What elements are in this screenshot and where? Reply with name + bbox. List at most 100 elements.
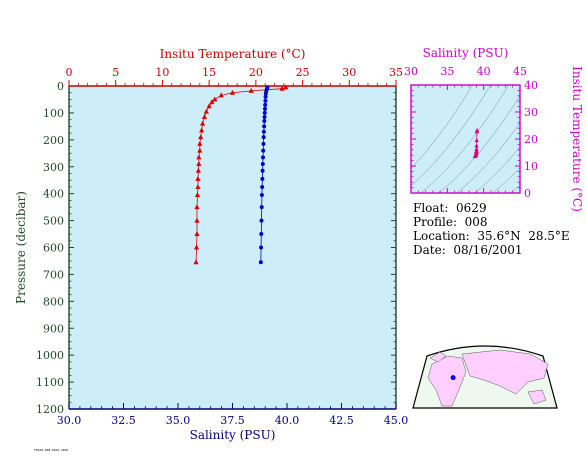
temperature-point — [195, 183, 201, 189]
ts-y-tick-label: 30 — [524, 106, 538, 119]
salinity-point — [263, 102, 268, 107]
temperature-point — [196, 154, 202, 160]
salinity-point — [262, 124, 267, 129]
temperature-tick-label: 10 — [155, 66, 169, 79]
temperature-point — [199, 127, 205, 133]
salinity-point — [261, 129, 266, 134]
ts-point — [474, 128, 480, 134]
temperature-tick-label: 20 — [249, 66, 263, 79]
ts-y-tick-label: 20 — [524, 133, 538, 146]
location: Location: 35.6°N 28.5°E — [413, 229, 570, 243]
salinity-point — [259, 193, 264, 198]
plot-area — [69, 86, 396, 409]
temperature-point — [212, 96, 218, 102]
salinity-point — [261, 141, 266, 146]
salinity-point — [258, 260, 263, 265]
density-contour — [411, 85, 473, 169]
salinity-point — [262, 106, 267, 111]
float-id: Float: 0629 — [413, 201, 487, 215]
pressure-tick-label: 900 — [43, 322, 64, 335]
pressure-tick-label: 0 — [57, 80, 64, 93]
land-asia — [461, 349, 549, 395]
temperature-tick-label: 5 — [112, 66, 119, 79]
salinity-point — [259, 232, 264, 237]
pressure-tick-label: 1200 — [36, 403, 64, 416]
stamp-text: F0629-008-0816-2001 — [34, 448, 69, 452]
temperature-point — [206, 103, 212, 109]
salinity-tick-label: 30.0 — [57, 414, 82, 427]
temperature-point — [194, 231, 200, 237]
salinity-point — [260, 162, 265, 167]
temperature-point — [193, 259, 199, 265]
temperature-point — [196, 161, 202, 167]
salinity-point — [260, 184, 265, 189]
float-location-marker — [450, 375, 456, 381]
temperature-point — [194, 192, 201, 198]
temperature-point — [218, 92, 224, 98]
salinity-point — [263, 94, 268, 99]
salinity-axis-label: Salinity (PSU) — [190, 428, 276, 442]
temperature-point — [209, 99, 215, 105]
pressure-tick-label: 500 — [43, 215, 64, 228]
ts-y-tick-label: 40 — [524, 79, 538, 92]
pressure-axis-label: Pressure (decibar) — [14, 191, 28, 304]
temperature-point — [194, 204, 200, 210]
ts-point — [472, 153, 478, 159]
temperature-point — [283, 84, 289, 90]
ts-point — [474, 143, 479, 148]
temperature-point — [197, 147, 203, 153]
pressure-tick-label: 600 — [43, 242, 64, 255]
ts-x-tick-label: 40 — [477, 65, 491, 78]
salinity-point — [262, 118, 267, 123]
salinity-tick-label: 35.0 — [166, 414, 191, 427]
pressure-tick-label: 200 — [43, 134, 64, 147]
salinity-point — [260, 176, 265, 181]
temperature-point — [195, 175, 201, 181]
land-north — [429, 351, 447, 363]
temperature-point — [198, 134, 204, 140]
temperature-point — [203, 108, 209, 114]
temperature-point — [248, 87, 254, 93]
ts-x-axis-label: Salinity (PSU) — [423, 46, 509, 60]
ts-point — [474, 137, 479, 143]
profile-plot: 0100200300400500600700800900100011001200… — [14, 47, 408, 442]
temperature-point — [229, 89, 236, 95]
ts-y-axis-label: Insitu Temperature (°C) — [570, 66, 584, 212]
temperature-point — [193, 244, 200, 250]
pressure-tick-label: 1000 — [36, 349, 64, 362]
temperature-tick-label: 25 — [296, 66, 310, 79]
temperature-axis-label: Insitu Temperature (°C) — [160, 47, 306, 61]
pressure-tick-label: 300 — [43, 161, 64, 174]
salinity-tick-label: 42.5 — [329, 414, 354, 427]
pressure-tick-label: 400 — [43, 188, 64, 201]
temperature-point — [195, 167, 201, 173]
salinity-point — [259, 218, 264, 223]
ts-x-tick-label: 30 — [404, 65, 418, 78]
land-africa-europe — [427, 355, 467, 407]
profile-number: Profile: 008 — [413, 215, 488, 229]
salinity-point — [261, 135, 266, 140]
temperature-tick-label: 35 — [389, 66, 403, 79]
salinity-point — [263, 98, 268, 103]
salinity-tick-label: 37.5 — [220, 414, 245, 427]
temperature-point — [197, 140, 203, 146]
date: Date: 08/16/2001 — [413, 243, 523, 257]
ts-y-tick-label: 0 — [524, 187, 531, 200]
temperature-point — [279, 85, 285, 91]
salinity-tick-label: 32.5 — [111, 414, 136, 427]
ts-plot-area — [411, 85, 520, 193]
temperature-point — [201, 113, 208, 119]
location-map — [412, 345, 558, 409]
temperature-point — [194, 217, 200, 223]
pressure-tick-label: 800 — [43, 295, 64, 308]
ts-x-tick-label: 45 — [513, 65, 527, 78]
land-australia — [527, 389, 547, 405]
salinity-point — [261, 148, 266, 153]
ts-x-tick-label: 35 — [440, 65, 454, 78]
pressure-tick-label: 100 — [43, 107, 64, 120]
salinity-point — [262, 114, 267, 119]
salinity-tick-label: 45.0 — [384, 414, 409, 427]
temperature-tick-label: 30 — [342, 66, 356, 79]
ts-y-tick-label: 10 — [524, 160, 538, 173]
